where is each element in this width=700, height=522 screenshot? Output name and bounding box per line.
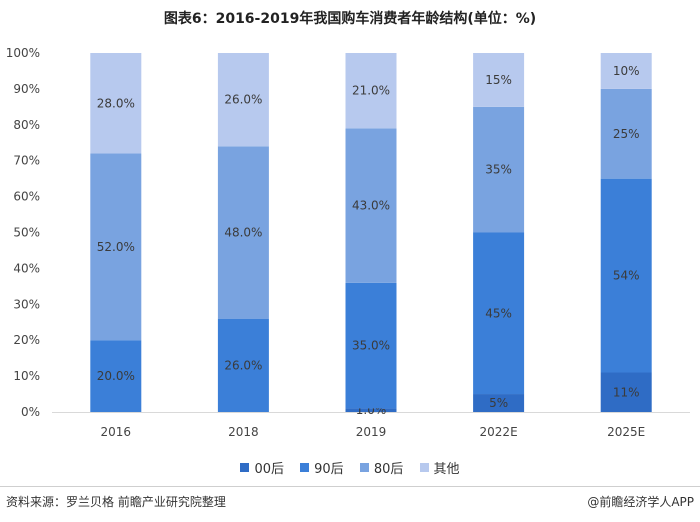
y-tick-label: 50% [13,226,40,240]
data-label-90-2022E: 45% [485,306,512,320]
bar-90-2025E [600,178,652,373]
data-label-other-2025E: 10% [613,64,640,78]
data-label-90-2018: 26.0% [224,358,262,372]
y-tick-label: 10% [13,369,40,383]
bar-90-2022E [473,232,525,395]
data-label-80-2022E: 35% [485,163,512,177]
y-tick-label: 70% [13,154,40,168]
bar-00-2019 [345,408,397,412]
data-label-80-2025E: 25% [613,127,640,141]
x-tick-label: 2019 [356,425,387,439]
data-label-90-2019: 35.0% [352,339,390,353]
data-label-other-2022E: 15% [485,73,512,87]
bar-80-2022E [473,106,525,233]
data-label-80-2016: 52.0% [97,240,135,254]
x-tick-label: 2018 [228,425,259,439]
bar-other-2022E [473,53,525,107]
legend-swatch-other [419,463,429,472]
legend-label-80: 80后 [373,462,404,477]
legend-item-90: 90后 [300,458,344,477]
x-tick-label: 2022E [480,425,518,439]
legend-swatch-90 [300,463,310,472]
bar-other-2019 [345,53,397,129]
chart-title: 图表6：2016-2019年我国购车消费者年龄结构(单位：%) [163,11,537,27]
y-tick-label: 40% [13,261,40,275]
y-tick-label: 0% [21,405,40,419]
source-note: 资料来源：罗兰贝格 前瞻产业研究院整理 [6,495,226,509]
data-label-90-2016: 20.0% [97,369,135,383]
data-label-other-2016: 28.0% [97,96,135,110]
legend-item-80: 80后 [359,458,404,477]
bar-00-2025E [600,372,652,412]
x-tick-label: 2025E [607,425,645,439]
y-tick-label: 20% [13,333,40,347]
y-tick-label: 60% [13,190,40,204]
data-label-80-2019: 43.0% [352,199,390,213]
bar-90-2018 [217,318,269,412]
y-tick-label: 30% [13,297,40,311]
legend-swatch-00 [240,463,250,472]
legend-label-other: 其他 [433,462,460,477]
legend-label-90: 90后 [314,462,344,477]
data-label-00-2022E: 5% [489,396,508,410]
legend-item-other: 其他 [419,458,460,477]
legend-label-00: 00后 [254,462,284,477]
data-label-other-2019: 21.0% [352,84,390,98]
data-label-other-2018: 26.0% [224,93,262,107]
bar-90-2016 [90,340,142,412]
bar-other-2018 [217,53,269,147]
x-tick-label: 2016 [101,425,132,439]
y-tick-label: 100% [6,46,40,60]
data-label-90-2025E: 54% [613,269,640,283]
chart-legend: 00后 90后 80后 其他 [0,458,700,477]
brand-credit: @前瞻经济学人APP [587,495,694,509]
bar-80-2019 [345,128,397,283]
bar-80-2018 [217,146,269,319]
y-tick-label: 90% [13,82,40,96]
stacked-bar-chart: 0%10%20%30%40%50%60%70%80%90%100%0.0%20.… [6,46,690,439]
y-tick-label: 80% [13,118,40,132]
bar-90-2019 [345,282,397,409]
legend-item-00: 00后 [240,458,284,477]
bar-other-2016 [90,53,142,154]
data-label-00-2025E: 11% [613,385,640,399]
bar-80-2025E [600,88,652,179]
bar-80-2016 [90,153,142,341]
footer-divider [0,486,700,487]
bar-other-2025E [600,53,652,89]
bar-00-2022E [473,394,525,412]
legend-swatch-80 [359,463,369,472]
data-label-80-2018: 48.0% [224,226,262,240]
